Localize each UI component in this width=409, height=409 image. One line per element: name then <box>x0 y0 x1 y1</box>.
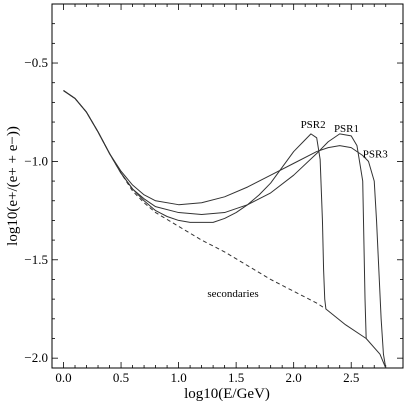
y-tick-label: −1.0 <box>24 153 48 168</box>
x-tick-label: 1.0 <box>170 370 186 385</box>
series-group <box>63 90 387 369</box>
series-line-cutoff <box>325 308 387 369</box>
annotations: PSR2 PSR1 PSR3 secondaries <box>207 119 388 300</box>
series-line-secondaries <box>63 90 327 310</box>
x-tick-label: 1.5 <box>228 370 244 385</box>
y-tick-label: −0.5 <box>24 55 48 70</box>
axis-ticks <box>52 3 403 368</box>
x-tick-label: 0.0 <box>55 370 71 385</box>
x-tick-label: 2.0 <box>286 370 302 385</box>
y-axis-label: log10(e+/(e+ + e−)) <box>5 126 21 246</box>
axis-tick-labels: 0.0 0.5 1.0 1.5 2.0 2.5 −0.5 −1.0 −1.5 −2.0 <box>24 55 359 385</box>
annotation-psr3: PSR3 <box>363 148 389 160</box>
y-tick-label: −2.0 <box>24 350 48 365</box>
series-line-psr3 <box>63 90 387 369</box>
x-axis-label: log10(E/GeV) <box>184 386 270 402</box>
annotation-psr1: PSR1 <box>334 123 359 135</box>
series-line-psr2 <box>63 90 327 310</box>
annotation-psr2: PSR2 <box>301 119 326 131</box>
annotation-secondaries: secondaries <box>207 288 258 300</box>
plot-frame <box>51 3 404 369</box>
y-tick-label: −1.5 <box>24 252 48 267</box>
x-tick-label: 2.5 <box>343 370 359 385</box>
x-tick-label: 0.5 <box>113 370 129 385</box>
